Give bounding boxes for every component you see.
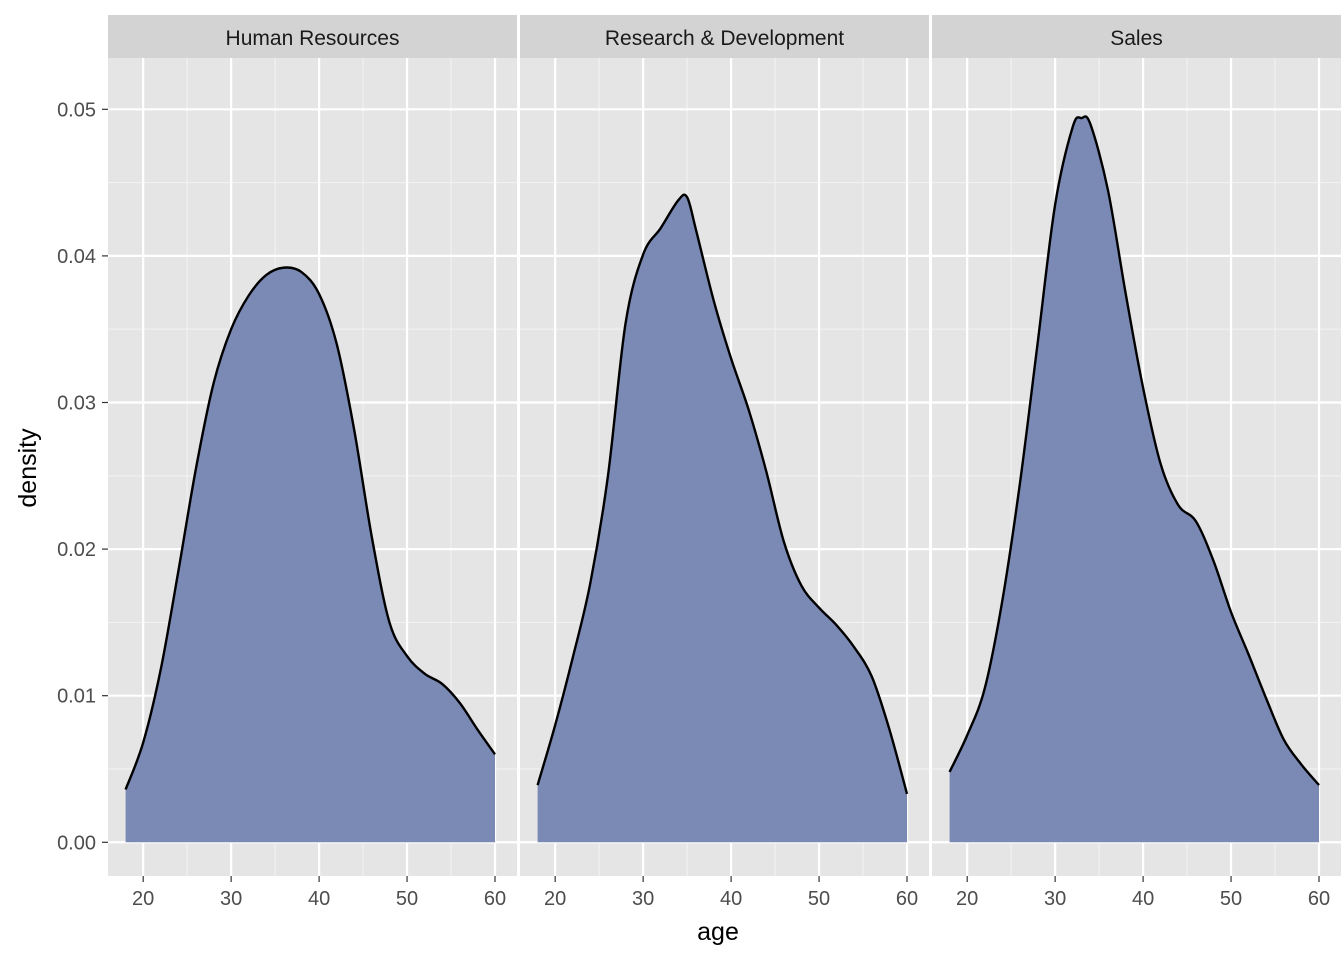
facet-panel: Human Resources 20 30 40 50 60	[108, 15, 517, 910]
y-tick-label: 0.03	[57, 392, 96, 414]
density-curve	[948, 115, 1320, 786]
x-tick-label: 30	[632, 888, 654, 910]
density-area	[537, 194, 908, 843]
x-tick-label: 20	[544, 888, 566, 910]
facet-panel: Research & Development 20 30 40 50 60	[520, 15, 929, 910]
x-tick-label: 60	[896, 888, 918, 910]
x-tick-label: 50	[808, 888, 830, 910]
x-axis-title: age	[697, 918, 739, 946]
x-tick-label: 30	[1044, 888, 1066, 910]
facet-strip	[520, 15, 929, 58]
x-tick-label: 20	[956, 888, 978, 910]
density-area	[125, 267, 496, 843]
y-tick-label: 0.05	[57, 99, 96, 121]
x-tick-label: 40	[720, 888, 742, 910]
x-tick-label: 40	[308, 888, 330, 910]
density-area	[949, 116, 1320, 843]
y-tick-label: 0.00	[57, 832, 96, 854]
y-tick-label: 0.01	[57, 686, 96, 708]
facet-strip-label: Research & Development	[605, 27, 844, 50]
facet-panel: Sales 20 30 40 50 60	[932, 15, 1341, 910]
x-tick-label: 50	[1220, 888, 1242, 910]
x-tick-label: 20	[132, 888, 154, 910]
density-curve	[124, 266, 496, 790]
facet-strip-label: Sales	[1110, 27, 1163, 50]
x-tick-label: 50	[396, 888, 418, 910]
x-tick-label: 60	[484, 888, 506, 910]
x-tick-label: 60	[1308, 888, 1330, 910]
facet-strip	[108, 15, 517, 58]
facet-strip-label: Human Resources	[226, 27, 400, 50]
y-tick-label: 0.02	[57, 539, 96, 561]
x-tick-label: 30	[220, 888, 242, 910]
facet-strip	[932, 15, 1341, 58]
y-axis-title: density	[14, 428, 42, 508]
y-axis: 0.00 0.01 0.02 0.03 0.04 0.05	[57, 99, 108, 854]
density-curve	[536, 193, 909, 795]
y-tick-label: 0.04	[57, 246, 96, 268]
x-tick-label: 40	[1132, 888, 1154, 910]
